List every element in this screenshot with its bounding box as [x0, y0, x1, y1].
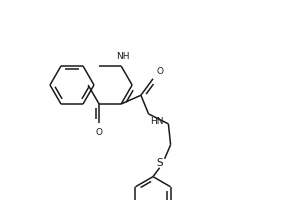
Text: HN: HN — [151, 117, 164, 126]
Text: NH: NH — [116, 52, 130, 61]
Text: O: O — [96, 128, 103, 137]
Text: S: S — [156, 158, 163, 168]
Text: O: O — [156, 67, 163, 76]
